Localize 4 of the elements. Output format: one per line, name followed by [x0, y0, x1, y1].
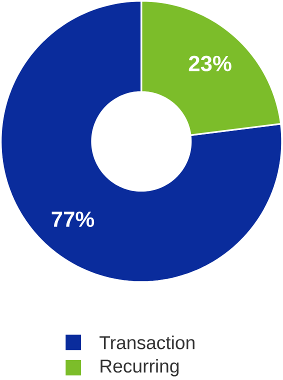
- data-label: 23%: [189, 56, 232, 72]
- legend-label: Recurring: [100, 359, 179, 376]
- data-label: 77%: [52, 212, 94, 227]
- legend-label: Transaction: [100, 336, 195, 350]
